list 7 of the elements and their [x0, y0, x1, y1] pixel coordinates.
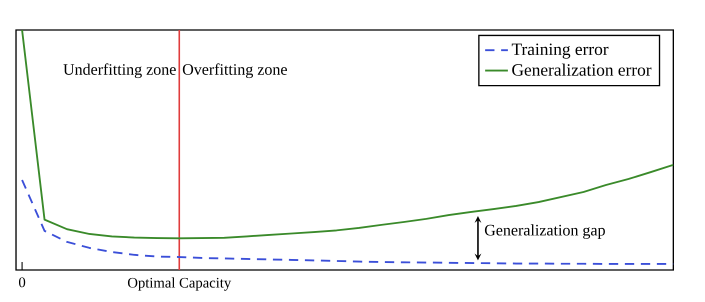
x-tick-label: Optimal Capacity — [128, 277, 232, 291]
annotation: Underfitting zone — [63, 63, 176, 78]
legend-label: Generalization error — [512, 64, 652, 76]
annotation: Generalization gap — [484, 224, 605, 239]
x-tick-label: 0 — [18, 277, 26, 288]
legend-label: Training error — [512, 43, 608, 59]
annotation: Overfitting zone — [182, 63, 287, 78]
